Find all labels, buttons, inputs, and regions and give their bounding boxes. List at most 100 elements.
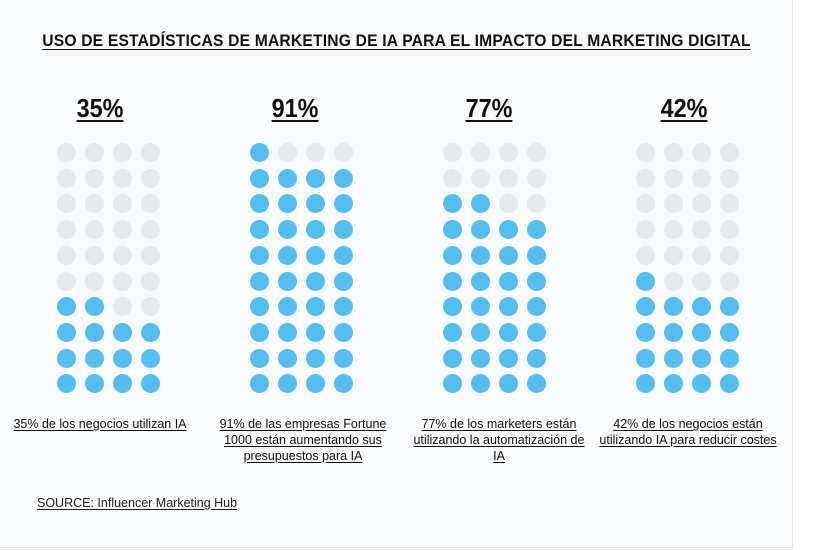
empty-dot [720,220,739,240]
filled-dot [664,374,683,394]
stat-percentage: 91% [271,93,319,123]
filled-dot [250,194,269,214]
empty-dot [85,271,104,291]
filled-dot [499,374,518,394]
filled-dot [250,297,269,317]
empty-dot [57,271,76,291]
empty-dot [141,168,160,188]
empty-dot [141,194,160,214]
filled-dot [306,322,325,342]
filled-dot [250,322,269,342]
filled-dot [250,168,269,188]
filled-dot [113,322,132,342]
filled-dot [278,194,297,214]
filled-dot [692,348,711,368]
filled-dot [443,348,462,368]
empty-dot [664,220,683,240]
stat-caption-1: 35% de los negocios utilizan IA [13,417,187,431]
filled-dot [250,245,269,265]
filled-dot [443,245,462,265]
empty-dot [636,168,655,188]
filled-dot [306,297,325,317]
filled-dot [443,374,462,394]
filled-dot [499,297,518,317]
filled-dot [471,297,490,317]
filled-dot [443,297,462,317]
empty-dot [720,168,739,188]
source-note: SOURCE: Influencer Marketing Hub [37,496,238,510]
empty-dot [141,297,160,317]
filled-dot [499,245,518,265]
empty-dot [636,194,655,214]
chart-title: USO DE ESTADÍSTICAS DE MARKETING DE IA P… [42,31,751,50]
filled-dot [278,374,297,394]
filled-dot [636,348,655,368]
filled-dot [720,374,739,394]
empty-dot [85,220,104,240]
empty-dot [57,143,76,162]
empty-dot [85,245,104,265]
stat-caption-4: 42% de los negocios están utilizando IA … [599,417,777,447]
filled-dot [306,194,325,214]
filled-dot [250,374,269,394]
filled-dot [720,348,739,368]
filled-dot [85,374,104,394]
empty-dot [57,220,76,240]
filled-dot [278,348,297,368]
filled-dot [471,271,490,291]
filled-dot [527,271,546,291]
filled-dot [499,271,518,291]
filled-dot [527,220,546,240]
filled-dot [278,168,297,188]
empty-dot [664,143,683,162]
filled-dot [471,194,490,214]
empty-dot [141,245,160,265]
empty-dot [720,271,739,291]
empty-dot [443,168,462,188]
filled-dot [250,348,269,368]
empty-dot [113,220,132,240]
empty-dot [278,143,297,162]
filled-dot [334,374,353,394]
filled-dot [278,245,297,265]
filled-dot [443,322,462,342]
filled-dot [636,297,655,317]
empty-dot [57,168,76,188]
filled-dot [85,322,104,342]
empty-dot [527,143,546,162]
filled-dot [664,297,683,317]
filled-dot [527,322,546,342]
stat-caption-2: 91% de las empresas Fortune 1000 están a… [219,417,387,463]
filled-dot [250,271,269,291]
empty-dot [113,297,132,317]
empty-dot [664,271,683,291]
empty-dot [141,271,160,291]
stat-column-1: 35% [0,92,200,128]
filled-dot [334,271,353,291]
filled-dot [113,348,132,368]
empty-dot [443,143,462,162]
filled-dot [471,348,490,368]
empty-dot [141,220,160,240]
filled-dot [306,220,325,240]
filled-dot [443,271,462,291]
filled-dot [334,245,353,265]
filled-dot [141,374,160,394]
filled-dot [692,297,711,317]
empty-dot [85,143,104,162]
filled-dot [278,271,297,291]
filled-dot [306,168,325,188]
empty-dot [692,168,711,188]
filled-dot [692,374,711,394]
filled-dot [664,322,683,342]
dot-grid-1 [57,143,161,394]
filled-dot [278,322,297,342]
filled-dot [636,271,655,291]
filled-dot [471,322,490,342]
filled-dot [692,322,711,342]
empty-dot [664,245,683,265]
empty-dot [636,245,655,265]
empty-dot [113,168,132,188]
empty-dot [692,245,711,265]
stat-percentage: 77% [465,93,513,123]
